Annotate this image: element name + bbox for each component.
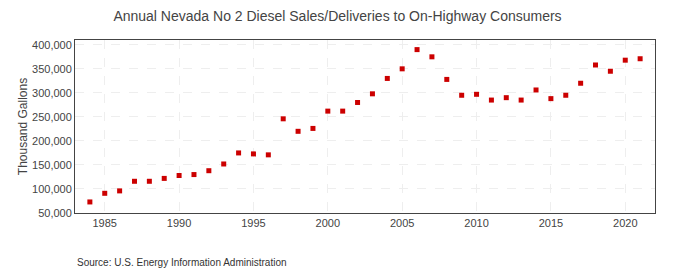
svg-text:2015: 2015 xyxy=(539,217,563,229)
svg-text:100,000: 100,000 xyxy=(32,183,72,195)
svg-text:2000: 2000 xyxy=(316,217,340,229)
svg-text:400,000: 400,000 xyxy=(32,39,72,51)
svg-text:150,000: 150,000 xyxy=(32,159,72,171)
svg-text:300,000: 300,000 xyxy=(32,87,72,99)
svg-text:1985: 1985 xyxy=(92,217,116,229)
svg-text:200,000: 200,000 xyxy=(32,135,72,147)
svg-text:Annual Nevada No 2 Diesel Sale: Annual Nevada No 2 Diesel Sales/Deliveri… xyxy=(113,8,561,24)
svg-text:1990: 1990 xyxy=(167,217,191,229)
svg-text:2005: 2005 xyxy=(390,217,414,229)
svg-text:Thousand Gallons: Thousand Gallons xyxy=(16,78,30,175)
svg-text:350,000: 350,000 xyxy=(32,63,72,75)
svg-text:1995: 1995 xyxy=(241,217,265,229)
svg-text:Source: U.S. Energy Informatio: Source: U.S. Energy Information Administ… xyxy=(77,257,287,268)
svg-text:50,000: 50,000 xyxy=(38,207,72,219)
svg-text:250,000: 250,000 xyxy=(32,111,72,123)
svg-text:2010: 2010 xyxy=(464,217,488,229)
svg-text:2020: 2020 xyxy=(613,217,637,229)
